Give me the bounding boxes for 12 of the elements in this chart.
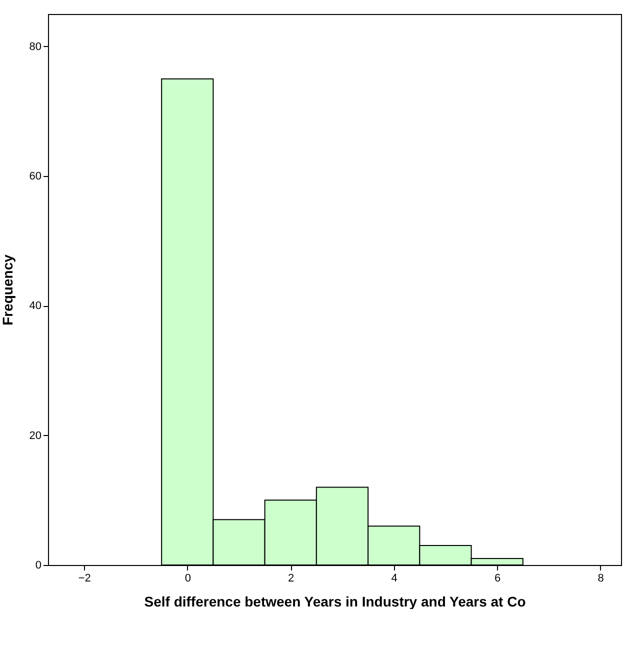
y-axis-title: Frequency	[0, 254, 16, 326]
x-tick-label: −2	[78, 572, 91, 584]
x-tick-label: 6	[494, 572, 501, 584]
y-tick-label: 0	[35, 560, 42, 572]
x-tick-label: 2	[288, 572, 294, 584]
y-tick-label: 20	[29, 430, 42, 442]
y-tick-label: 80	[29, 40, 42, 53]
y-tick-label: 40	[29, 300, 42, 312]
x-tick-label: 8	[598, 572, 604, 584]
x-tick-label: 0	[184, 572, 191, 584]
x-tick-label: 4	[391, 572, 398, 584]
y-tick-label: 60	[29, 170, 42, 183]
